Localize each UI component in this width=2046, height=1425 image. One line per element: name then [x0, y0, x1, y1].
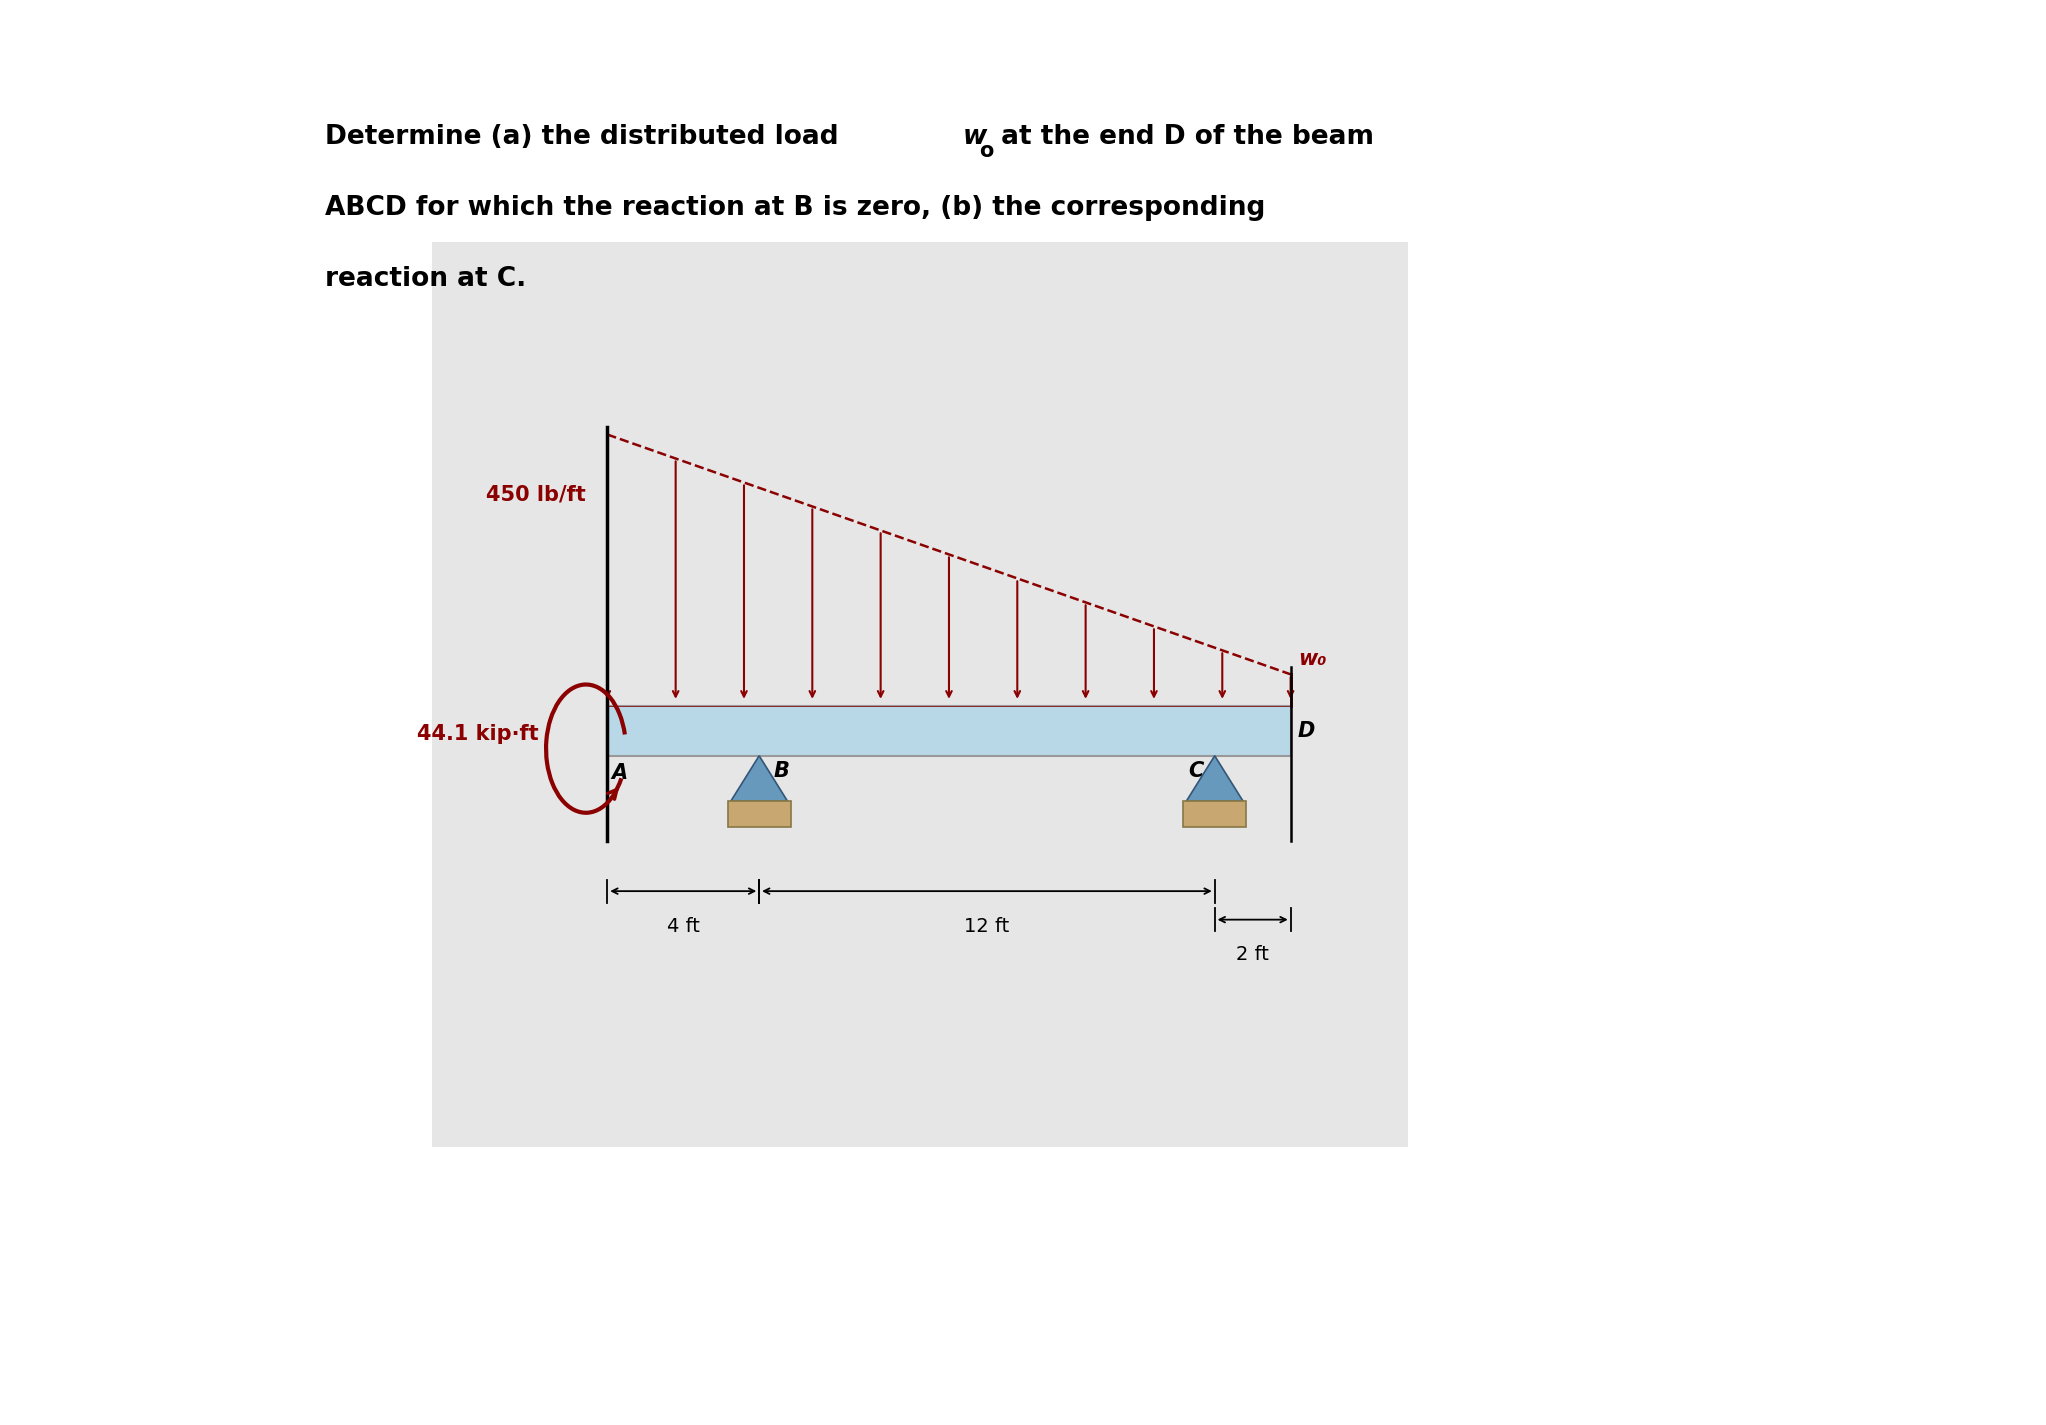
Bar [728, 801, 790, 826]
Polygon shape [1187, 755, 1244, 801]
Text: ABCD for which the reaction at B is zero, (b) the corresponding: ABCD for which the reaction at B is zero… [325, 195, 1264, 221]
Text: B: B [773, 761, 790, 781]
Bar [608, 705, 1291, 755]
Polygon shape [730, 755, 788, 801]
Text: o: o [978, 141, 992, 161]
Text: A: A [612, 762, 628, 782]
Text: Determine (a) the distributed load: Determine (a) the distributed load [325, 124, 847, 150]
Text: at the end D of the beam: at the end D of the beam [992, 124, 1373, 150]
Text: w: w [964, 124, 988, 150]
Text: 4 ft: 4 ft [667, 916, 700, 936]
Text: 44.1 kip·ft: 44.1 kip·ft [417, 724, 538, 744]
Text: reaction at C.: reaction at C. [325, 266, 526, 292]
Text: 12 ft: 12 ft [964, 916, 1009, 936]
Bar [432, 242, 1408, 1147]
Text: w₀: w₀ [1297, 648, 1326, 668]
Text: 450 lb/ft: 450 lb/ft [487, 485, 585, 504]
Text: 2 ft: 2 ft [1236, 945, 1269, 965]
Bar [1183, 801, 1246, 826]
Text: D: D [1297, 721, 1316, 741]
Text: C: C [1189, 761, 1203, 781]
